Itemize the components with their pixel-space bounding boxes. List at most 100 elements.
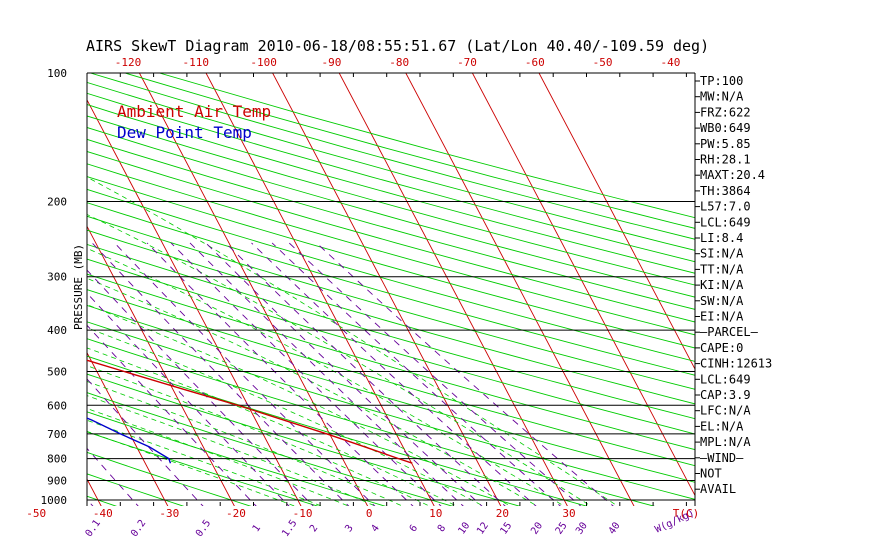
- mixing-ratio-line: [251, 242, 537, 506]
- dry-adiabat-line: [87, 229, 695, 405]
- dry-adiabat-line: [87, 373, 521, 506]
- mixing-ratio-line: [87, 447, 139, 506]
- mixing-ratio-tick: 4: [369, 523, 381, 534]
- mixing-ratio-tick: 2: [308, 523, 320, 534]
- mixing-ratio-line: [87, 378, 204, 506]
- isotherm-line: [538, 73, 695, 371]
- bottom-temperature-tick: 20: [496, 507, 509, 520]
- mixing-ratio-line: [189, 242, 464, 506]
- dry-adiabat-line: [87, 243, 695, 420]
- dry-adiabat-line: [87, 151, 695, 323]
- dry-adiabat-line: [87, 289, 695, 467]
- stat-item: CAPE:0: [700, 341, 743, 355]
- top-temperature-tick: -40: [660, 56, 680, 69]
- mixing-ratio-line: [271, 242, 561, 506]
- isotherm-line: [0, 73, 36, 509]
- stat-item: CINH:12613: [700, 357, 772, 371]
- dry-adiabat-line: [87, 355, 588, 506]
- stat-item: EL:N/A: [700, 419, 744, 433]
- pressure-tick-label: 100: [47, 67, 67, 80]
- stat-item: KI:N/A: [700, 278, 744, 292]
- stat-item: LCL:649: [700, 215, 751, 229]
- profile-lines: [87, 359, 413, 464]
- mixing-ratio-tick: 0.1: [84, 518, 103, 539]
- dry-adiabat-line: [87, 138, 695, 310]
- moist-adiabat-line: [87, 408, 350, 506]
- bottom-temperature-tick: -10: [293, 507, 313, 520]
- moist-adiabat-line: [87, 381, 404, 506]
- stat-item: —WIND—: [700, 451, 744, 465]
- stat-item: MW:N/A: [700, 90, 744, 104]
- pressure-tick-label: 400: [47, 324, 67, 337]
- mixing-ratio-tick: 20: [529, 520, 545, 536]
- stat-item: MPL:N/A: [700, 435, 751, 449]
- mixing-ratio-tick: 3: [343, 523, 355, 534]
- isotherm-line: [338, 73, 568, 506]
- mixing-ratio-line: [91, 242, 350, 506]
- dry-adiabat-line: [87, 126, 695, 298]
- stat-item: FRZ:622: [700, 105, 751, 119]
- isotherm-line: [405, 73, 635, 506]
- moist-adiabat-line: [87, 395, 377, 506]
- mixing-ratio-line: [225, 242, 506, 506]
- stat-item: CAP:3.9: [700, 388, 751, 402]
- dry-adiabat-line: [87, 163, 695, 336]
- dry-adiabat-line: [87, 338, 656, 506]
- bottom-temperature-tick: -40: [93, 507, 113, 520]
- top-temperature-tick: -50: [593, 56, 613, 69]
- dry-adiabat-line: [87, 176, 695, 349]
- top-temperature-tick: -80: [389, 56, 409, 69]
- mixing-ratio-tick: 0.5: [194, 518, 213, 539]
- dry-adiabat-line: [87, 115, 695, 286]
- dry-adiabat-line: [87, 81, 695, 251]
- pressure-tick-label: 600: [47, 399, 67, 412]
- stat-item: L57:7.0: [700, 200, 751, 214]
- dry-adiabat-line: [87, 411, 387, 506]
- stat-item: LFC:N/A: [700, 404, 751, 418]
- dry-adiabat-line: [87, 451, 252, 506]
- pressure-tick-label: 700: [47, 428, 67, 441]
- top-temperature-tick: -60: [525, 56, 545, 69]
- mixing-ratio-line: [316, 242, 614, 506]
- pressure-tick-label: 900: [47, 474, 67, 487]
- mixing-ratio-tick: 10: [456, 520, 472, 536]
- isotherm-line: [272, 73, 502, 506]
- bottom-temperature-tick: 30: [562, 507, 575, 520]
- stat-item: WB0:649: [700, 121, 751, 135]
- stat-item: TH:3864: [700, 184, 751, 198]
- moist-adiabat-line: [87, 430, 296, 506]
- legend-ambient: Ambient Air Temp: [117, 102, 271, 121]
- temperature-unit-label: T(C): [673, 507, 700, 520]
- mixing-ratio-tick: 6: [408, 523, 420, 534]
- pressure-tick-label: 1000: [41, 494, 68, 507]
- bottom-temperature-tick: 0: [366, 507, 373, 520]
- ambient-temp-line: [87, 359, 413, 464]
- mixing-ratio-tick: 40: [607, 520, 623, 536]
- pressure-tick-label: 800: [47, 453, 67, 466]
- bottom-temperature-tick: 10: [429, 507, 442, 520]
- moist-adiabat-line: [87, 327, 485, 506]
- top-temperature-tick: -120: [115, 56, 142, 69]
- mixing-ratio-tick: 1.5: [280, 518, 299, 539]
- bottom-temperature-tick: -20: [226, 507, 246, 520]
- moist-adiabat-line: [87, 365, 431, 506]
- pressure-tick-label: 300: [47, 271, 67, 284]
- dry-adiabat-line: [87, 321, 695, 500]
- stat-item: LCL:649: [700, 372, 751, 386]
- dry-adiabat-line: [87, 304, 695, 483]
- dry-adiabat-line: [87, 202, 695, 376]
- stat-item: SW:N/A: [700, 294, 744, 308]
- y-axis-label: PRESSURE (MB): [72, 244, 85, 330]
- bottom-temperature-tick: -30: [159, 507, 179, 520]
- stat-item: PW:5.85: [700, 137, 751, 151]
- mixing-ratio-line: [170, 242, 442, 506]
- stat-item: TP:100: [700, 74, 743, 88]
- dry-adiabat-line: [87, 188, 695, 362]
- dry-adiabat-line: [87, 258, 695, 435]
- mixing-ratio-tick: 12: [475, 520, 491, 536]
- mixing-ratio-tick: 0.2: [129, 518, 148, 539]
- mixing-ratio-line: [87, 324, 257, 506]
- stat-item: EI:N/A: [700, 310, 744, 324]
- mixing-ratio-tick: 15: [498, 520, 514, 536]
- moist-adiabat-line: [87, 247, 565, 506]
